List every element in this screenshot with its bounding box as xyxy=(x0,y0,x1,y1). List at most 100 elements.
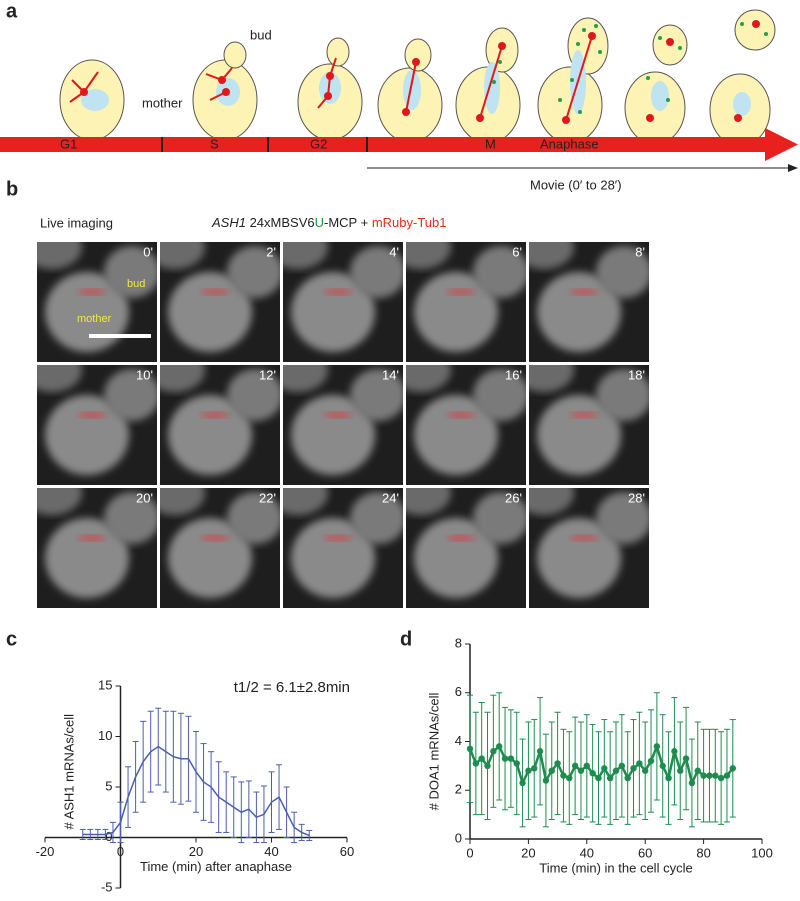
neighbor-cell-image xyxy=(37,242,82,269)
tile-content xyxy=(406,365,526,475)
image-tile: 14' xyxy=(283,365,403,485)
bud-cell-image xyxy=(350,369,403,421)
point xyxy=(583,762,590,770)
tile-content xyxy=(529,488,649,598)
bud-label: bud xyxy=(127,278,145,290)
neighbor-cell-image xyxy=(160,365,205,392)
tile-content xyxy=(160,365,280,475)
point xyxy=(484,762,491,770)
bud-cell xyxy=(223,41,247,69)
spb xyxy=(562,116,570,124)
point xyxy=(589,769,596,777)
time-label: 8' xyxy=(635,244,645,259)
bud-cell xyxy=(734,9,776,51)
image-tile: 22' xyxy=(160,488,280,608)
phase-label: G2 xyxy=(310,136,327,151)
neighbor-cell-image xyxy=(37,488,82,515)
mother-cell-image xyxy=(168,518,252,598)
time-label: 12' xyxy=(259,367,276,382)
x-axis-label: Time (min) after anaphase xyxy=(140,859,292,874)
point xyxy=(519,779,526,787)
time-label: 24' xyxy=(382,490,399,505)
time-label: 4' xyxy=(389,244,399,259)
spb xyxy=(588,32,596,40)
neighbor-cell-image xyxy=(160,488,205,515)
point xyxy=(712,772,719,779)
point xyxy=(531,765,538,772)
spb xyxy=(402,108,410,116)
bud-cell-image xyxy=(104,369,157,421)
time-label: 2' xyxy=(266,244,276,259)
point xyxy=(577,767,585,774)
construct-part: mRuby-Tub1 xyxy=(372,215,447,230)
point xyxy=(571,762,579,770)
tile-content xyxy=(37,488,157,598)
nucleus xyxy=(733,92,751,116)
point xyxy=(717,774,725,782)
nucleus xyxy=(403,70,421,110)
point xyxy=(682,755,690,762)
point xyxy=(642,767,649,774)
spb xyxy=(752,20,760,28)
mother-cell-image xyxy=(45,518,129,598)
spb xyxy=(476,114,484,122)
mother-cell-image xyxy=(537,395,621,475)
mother-cell-image xyxy=(168,272,252,352)
spb xyxy=(218,76,226,84)
neighbor-cell-image xyxy=(160,242,205,269)
spb xyxy=(80,88,88,96)
x-tick-label: 60 xyxy=(638,845,652,860)
bud-cell-image xyxy=(104,246,157,298)
bud-cell-image xyxy=(473,246,526,298)
point xyxy=(653,743,661,750)
time-label: 0' xyxy=(143,244,153,259)
time-label: 28' xyxy=(628,490,645,505)
tile-content xyxy=(529,365,649,475)
construct-part: 24xMBSV6 xyxy=(246,215,315,230)
spindle-image xyxy=(201,535,229,541)
time-label: 16' xyxy=(505,367,522,382)
bud-cell-image xyxy=(104,492,157,544)
neighbor-cell-image xyxy=(529,242,574,269)
point xyxy=(536,748,544,755)
mother-cell-image xyxy=(414,518,498,598)
spindle-image xyxy=(78,535,106,541)
image-tile: 4' xyxy=(283,242,403,362)
point xyxy=(677,767,684,774)
spindle-image xyxy=(570,412,598,418)
point xyxy=(618,762,626,770)
x-tick-label: 80 xyxy=(696,845,710,860)
construct-part: -MCP + xyxy=(324,215,372,230)
spindle-image xyxy=(447,412,475,418)
spb xyxy=(222,88,230,96)
point xyxy=(595,774,602,782)
movie-label: Movie (0′ to 28′) xyxy=(530,177,622,192)
imaging-heading: Live imaging xyxy=(40,215,113,230)
bud-cell-image xyxy=(350,246,403,298)
spindle xyxy=(405,61,417,113)
construct-label: ASH1 24xMBSV6U-MCP + mRuby-Tub1 xyxy=(211,215,446,230)
arrow-head xyxy=(765,128,798,161)
point xyxy=(548,767,555,774)
image-tile: 8' xyxy=(529,242,649,362)
nucleus xyxy=(651,81,669,111)
tile-content xyxy=(37,242,157,352)
tile-content xyxy=(406,242,526,352)
spb xyxy=(412,58,420,66)
phase-label: M xyxy=(485,136,496,151)
point xyxy=(478,755,485,762)
panel-a: a bud mother G1 S G2 M Anaphase Movie (0… xyxy=(0,0,798,192)
bud-cell xyxy=(404,38,432,72)
spindle-image xyxy=(78,289,106,295)
y-axis-label: # ASH1 mRNAs/cell xyxy=(61,714,76,830)
image-tile: 10' xyxy=(37,365,157,485)
cell-cycle-arrow xyxy=(0,137,770,152)
mother-cell-image xyxy=(291,272,375,352)
x-tick-label: 0 xyxy=(117,844,124,859)
mother-cell-image xyxy=(537,518,621,598)
time-label: 10' xyxy=(136,367,153,382)
x-tick-label: 100 xyxy=(751,845,773,860)
series-line xyxy=(82,745,310,837)
y-tick-label: 5 xyxy=(105,778,112,793)
